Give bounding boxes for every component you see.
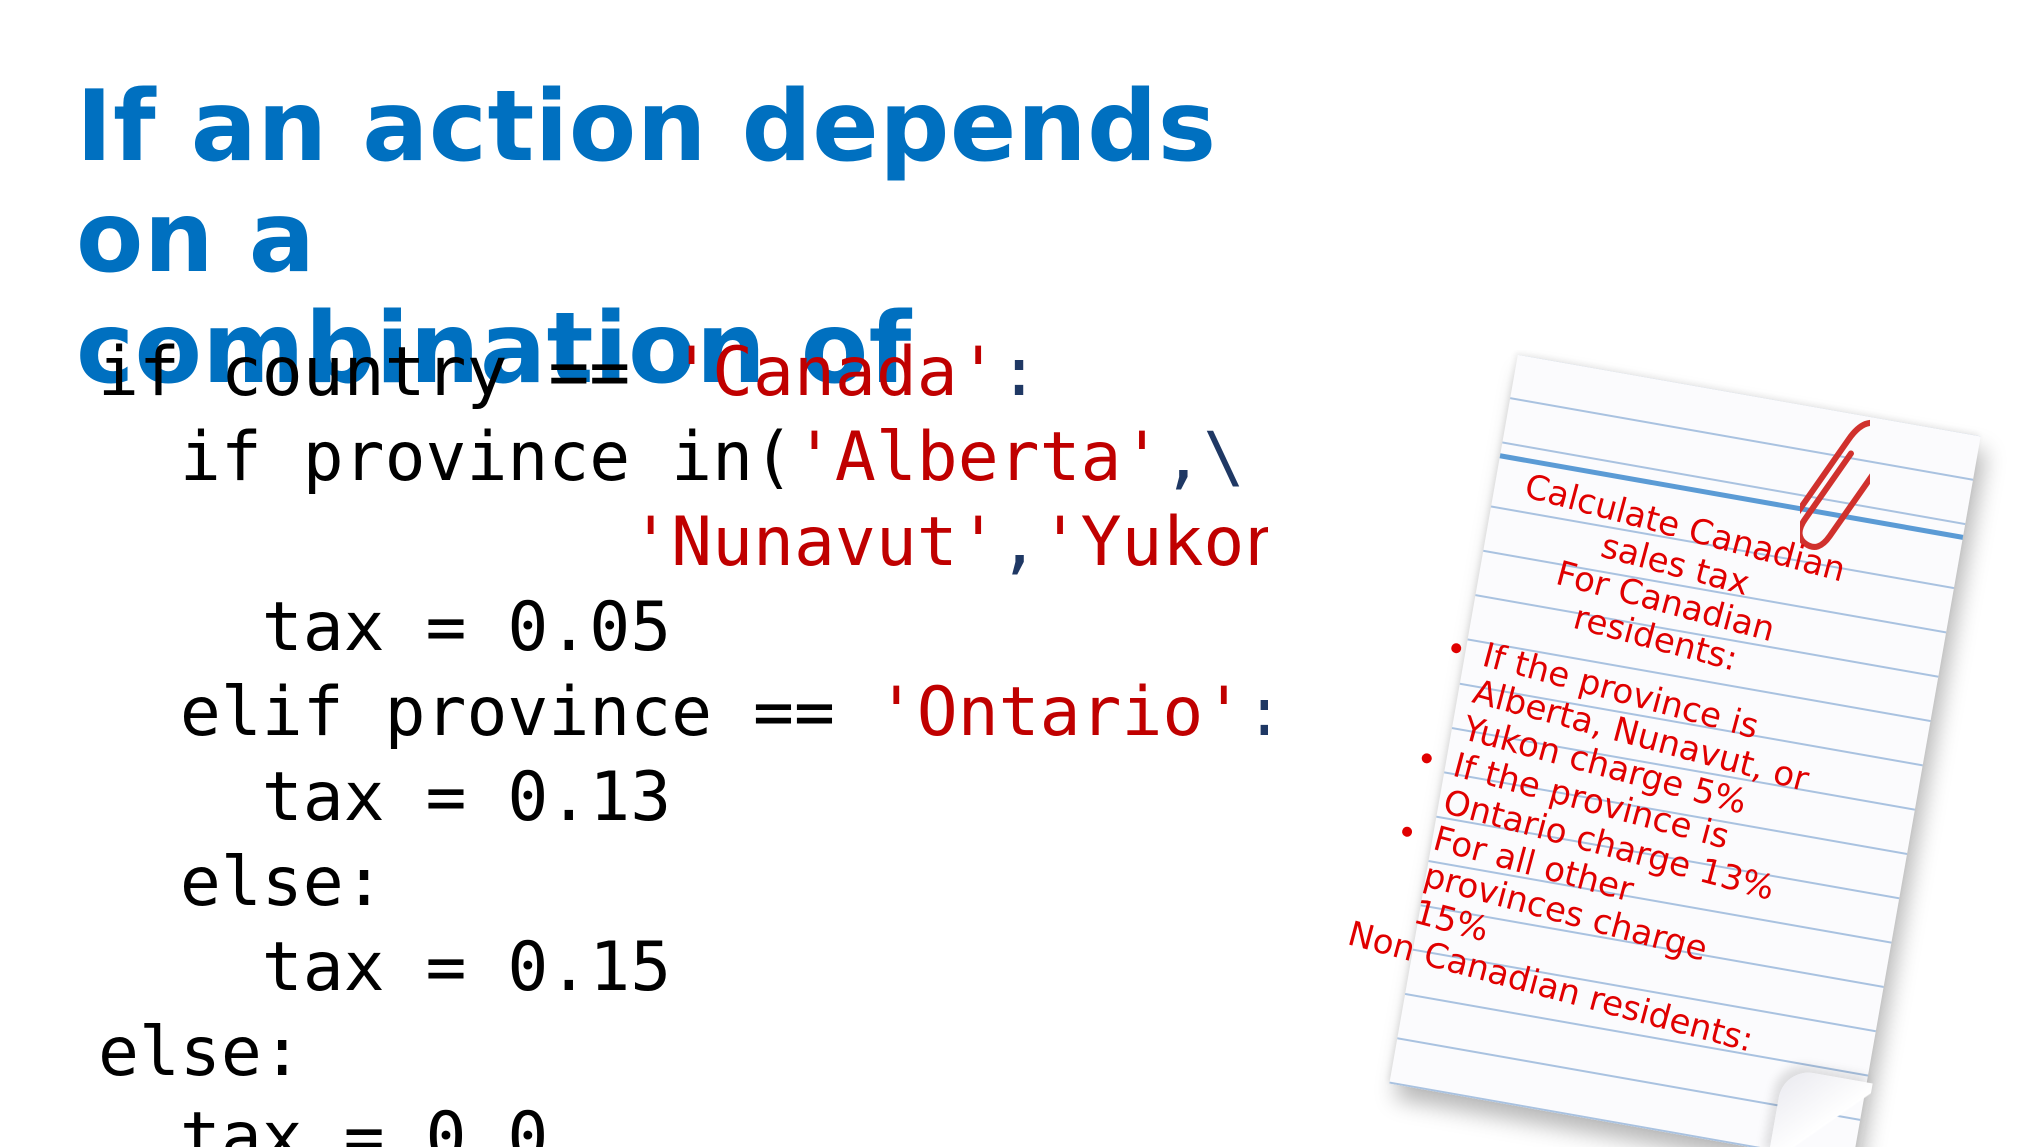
code-token: if province in(: [98, 418, 794, 497]
code-line: else:: [98, 840, 1268, 925]
code-line: if province in('Alberta',\: [98, 415, 1268, 500]
code-string: 'Alberta': [793, 418, 1163, 497]
code-token: else:: [98, 1013, 303, 1092]
code-block: if country == 'Canada': if province in('…: [98, 330, 1268, 1147]
code-string: 'Ontario': [875, 673, 1245, 752]
title-area: If an action depends on a combination of…: [76, 72, 1276, 387]
code-line: 'Nunavut','Yukon'):: [98, 500, 1268, 585]
code-token: if country ==: [98, 333, 672, 412]
code-token: ,\: [1162, 418, 1245, 497]
slide-title: If an action depends on a combination of…: [76, 72, 1217, 387]
code-token: elif province ==: [98, 673, 876, 752]
code-string: 'Yukon': [1039, 503, 1268, 582]
code-string: 'Nunavut': [630, 503, 999, 582]
code-line: tax = 0.0: [98, 1095, 1268, 1147]
code-line: tax = 0.15: [98, 925, 1268, 1010]
code-token: ,: [998, 503, 1040, 582]
code-string: 'Canada': [671, 333, 999, 412]
code-token: tax = 0.0: [98, 1098, 549, 1147]
paperclip-icon: [1800, 419, 1870, 550]
code-line: tax = 0.05: [98, 585, 1268, 670]
notepad-graphic: Calculate Canadian sales tax For Canadia…: [1330, 350, 2040, 1147]
code-line: elif province == 'Ontario':: [98, 670, 1268, 755]
code-token: [98, 503, 630, 582]
paper-curl: [1768, 1067, 1873, 1147]
code-line: if country == 'Canada':: [98, 330, 1268, 415]
code-token: :: [1244, 673, 1268, 752]
code-token: tax = 0.15: [98, 928, 672, 1007]
code-token: tax = 0.13: [98, 758, 672, 837]
code-token: tax = 0.05: [98, 588, 672, 667]
code-token: else:: [98, 843, 385, 922]
code-line: else:: [98, 1010, 1268, 1095]
code-line: tax = 0.13: [98, 755, 1268, 840]
code-token: :: [998, 333, 1040, 412]
